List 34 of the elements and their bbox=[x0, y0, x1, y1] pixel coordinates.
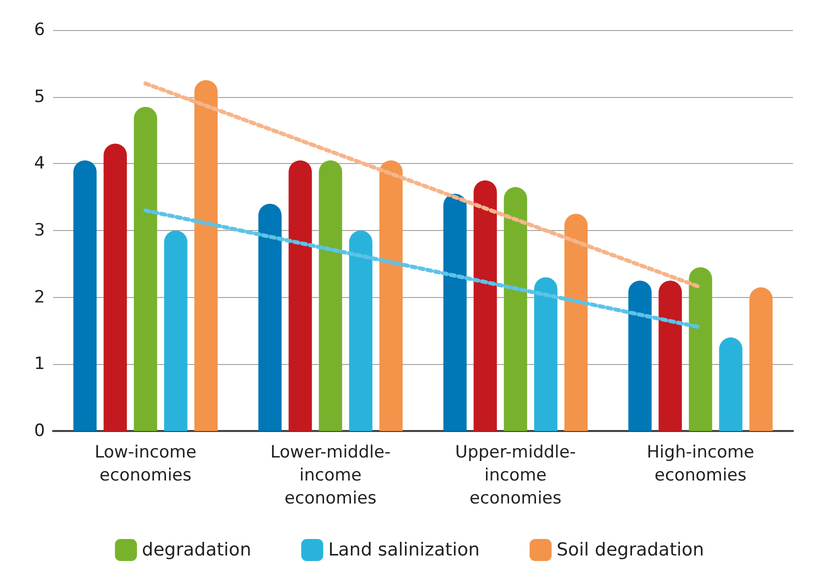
y-tick-label: 0 bbox=[34, 421, 45, 441]
bar bbox=[474, 180, 497, 431]
bar bbox=[749, 287, 773, 431]
bar bbox=[719, 337, 742, 431]
y-tick-label: 2 bbox=[34, 287, 45, 308]
y-tick-label: 4 bbox=[34, 154, 45, 174]
bar bbox=[504, 187, 528, 431]
x-tick-label: Lower-middle-income economies bbox=[270, 442, 391, 508]
bar bbox=[658, 280, 682, 431]
x-tick-label: Upper-middle-income economies bbox=[455, 442, 576, 508]
y-tick-label: 5 bbox=[34, 86, 45, 107]
bar bbox=[258, 204, 282, 431]
bar bbox=[349, 230, 372, 431]
x-tick-label: High-income economies bbox=[646, 442, 754, 486]
bar bbox=[164, 230, 188, 431]
y-tick-label: 3 bbox=[34, 220, 45, 240]
bar bbox=[628, 280, 652, 431]
bar bbox=[134, 106, 158, 431]
bar bbox=[194, 80, 218, 431]
bar bbox=[688, 267, 712, 431]
bar bbox=[104, 144, 127, 431]
x-tick-label: Low-income economies bbox=[94, 442, 196, 486]
legend-label: degradation bbox=[142, 540, 252, 560]
bar bbox=[534, 277, 558, 431]
bar bbox=[443, 194, 467, 431]
bar bbox=[318, 160, 342, 431]
legend-label: Soil degradation bbox=[556, 540, 704, 560]
bar bbox=[564, 214, 588, 431]
y-tick-label: 6 bbox=[34, 20, 45, 40]
y-tick-label: 1 bbox=[34, 354, 45, 374]
bar bbox=[73, 160, 97, 431]
bar bbox=[288, 160, 312, 431]
legend-label: Land salinization bbox=[328, 540, 480, 560]
bar bbox=[379, 160, 403, 431]
